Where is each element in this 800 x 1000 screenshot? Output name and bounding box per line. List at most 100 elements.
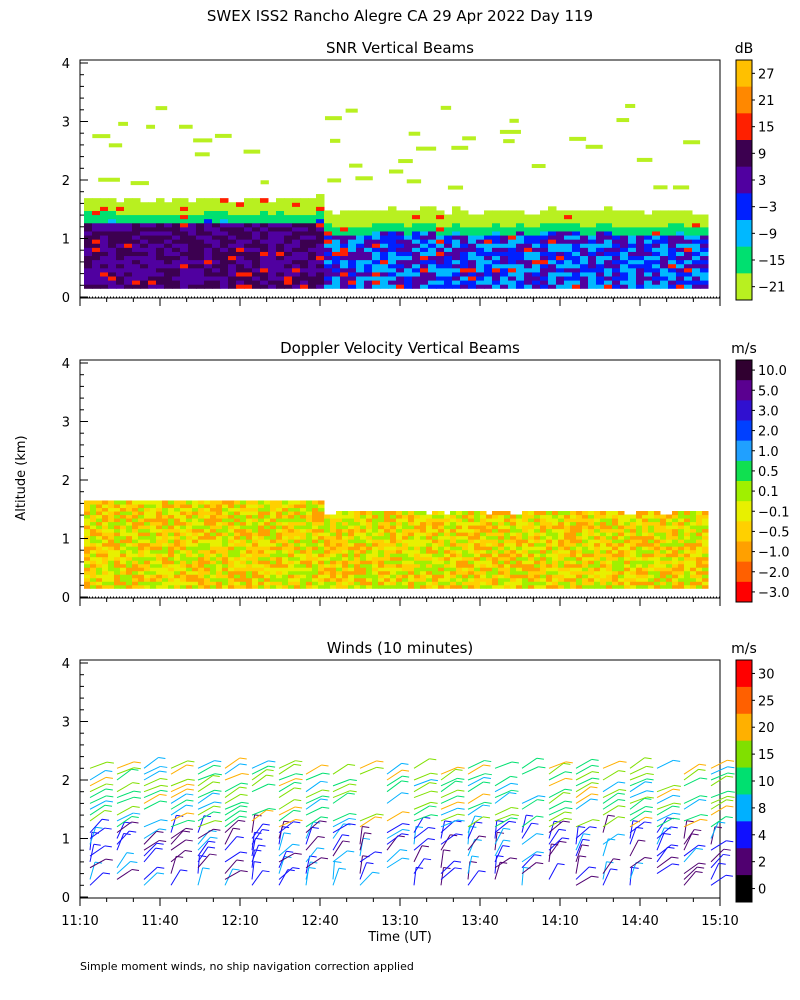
doppler-cell [666,549,673,554]
doppler-cell [666,556,673,561]
colorbar-label: −3.0 [758,586,790,601]
doppler-cell [630,549,637,554]
snr-cell [660,226,669,232]
snr-cell [452,226,461,232]
doppler-cell [570,553,577,558]
doppler-cell [282,525,289,530]
doppler-cell [288,539,295,544]
doppler-cell [654,584,661,589]
snr-cell [644,275,653,281]
doppler-cell [354,514,361,519]
doppler-cell [480,556,487,561]
doppler-cell [90,560,97,565]
snr-cell [196,243,205,248]
doppler-cell [462,535,469,540]
doppler-cell [192,581,199,586]
snr-cell [700,267,709,273]
snr-cell [468,275,477,281]
doppler-cell [204,581,211,586]
doppler-cell [300,570,307,575]
doppler-cell [276,577,283,582]
doppler-cell [552,581,559,586]
doppler-cell [84,546,91,551]
doppler-cell [546,528,553,533]
doppler-cell [162,528,169,533]
doppler-cell [630,574,637,579]
snr-cell [116,239,125,244]
snr-cell [588,255,597,261]
doppler-cell [546,570,553,575]
doppler-cell [540,539,547,544]
doppler-cell [492,560,499,565]
snr-cell [444,222,453,228]
doppler-cell [606,549,613,554]
snr-cell [548,280,557,285]
doppler-cell [228,584,235,589]
snr-cell [484,239,493,244]
doppler-cell [318,584,325,589]
doppler-cell [84,500,91,505]
snr-cell [524,214,533,220]
doppler-cell [702,584,709,589]
doppler-cell [648,567,655,572]
doppler-cell [192,549,199,554]
snr-cell [228,255,237,261]
snr-cell [196,284,205,289]
snr-cell [380,239,389,244]
wind-barb [548,788,573,798]
wind-barb [521,822,539,839]
doppler-cell [576,570,583,575]
snr-cell [380,214,389,220]
wind-barb [359,862,374,880]
doppler-cell [636,563,643,568]
doppler-cell [126,567,133,572]
snr-cell [556,239,565,244]
doppler-cell [96,500,103,505]
doppler-cell [114,556,121,561]
doppler-cell [408,549,415,554]
snr-cell [212,259,221,265]
snr-cell [172,255,181,261]
snr-cell [503,139,515,144]
doppler-cell [138,581,145,586]
doppler-cell [132,549,139,554]
snr-cell [404,230,413,236]
doppler-cell [300,549,307,554]
doppler-cell [234,500,241,505]
snr-cell [628,239,637,244]
doppler-cell [642,528,649,533]
snr-cell [172,247,181,252]
doppler-cell [522,577,529,582]
snr-cell [428,275,437,281]
snr-cell [416,146,437,151]
doppler-cell [582,518,589,523]
wind-barb [656,833,671,851]
snr-cell [404,234,413,240]
wind-barb [143,842,164,857]
doppler-cell [558,584,565,589]
wind-barb [629,816,653,828]
wind-barb [224,859,244,874]
snr-cell [644,226,653,232]
colorbar-swatch [736,767,752,795]
snr-cell [452,251,461,257]
snr-cell [516,226,525,232]
snr-cell [420,267,429,273]
doppler-cell [144,528,151,533]
snr-cell [228,263,237,269]
snr-cell [180,271,189,277]
doppler-cell [462,567,469,572]
doppler-cell [126,503,133,509]
snr-cell [204,247,213,252]
snr-cell [116,255,125,261]
wind-barb [467,760,492,769]
snr-cell [460,234,469,240]
wind-barb [413,790,438,799]
snr-cell [220,259,229,265]
y-tick-label: 2 [62,174,70,189]
snr-cell [100,243,109,248]
doppler-cell [342,570,349,575]
doppler-cell [504,546,511,551]
doppler-cell [90,518,97,523]
doppler-cell [180,511,187,516]
